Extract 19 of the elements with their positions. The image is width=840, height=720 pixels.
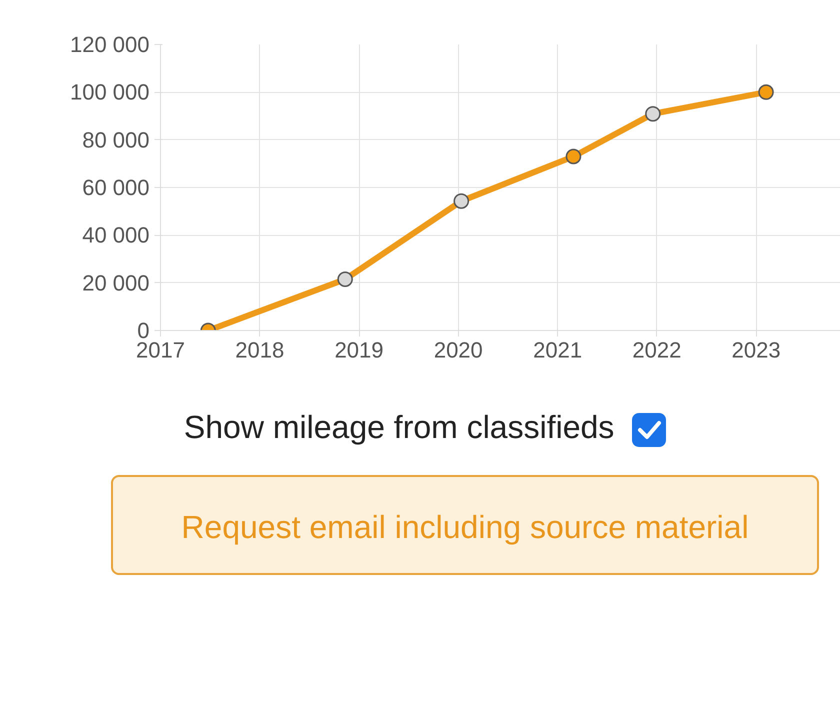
point xyxy=(454,193,470,209)
y-tick-label: 80 000 xyxy=(82,127,150,152)
y-tick-label: 60 000 xyxy=(82,175,150,200)
y-tick-label: 100 000 xyxy=(70,80,150,105)
x-tick-label: 2020 xyxy=(434,338,483,362)
y-tick-label: 40 000 xyxy=(82,222,150,248)
text: Request email including source material xyxy=(111,475,819,575)
text: Show mileage from classifieds xyxy=(182,408,616,447)
point xyxy=(337,272,353,287)
y-tick-label: 20 000 xyxy=(82,270,150,296)
point xyxy=(566,148,582,164)
x-tick-label: 2021 xyxy=(533,338,582,362)
y-tick-label: 120 000 xyxy=(70,32,150,57)
point xyxy=(758,84,774,100)
x-tick-label: 2019 xyxy=(334,338,384,362)
x-tick-label: 2022 xyxy=(632,338,682,362)
x-tick-label: 2018 xyxy=(235,338,284,362)
point xyxy=(645,106,661,122)
x-tick-label: 2023 xyxy=(732,338,781,362)
